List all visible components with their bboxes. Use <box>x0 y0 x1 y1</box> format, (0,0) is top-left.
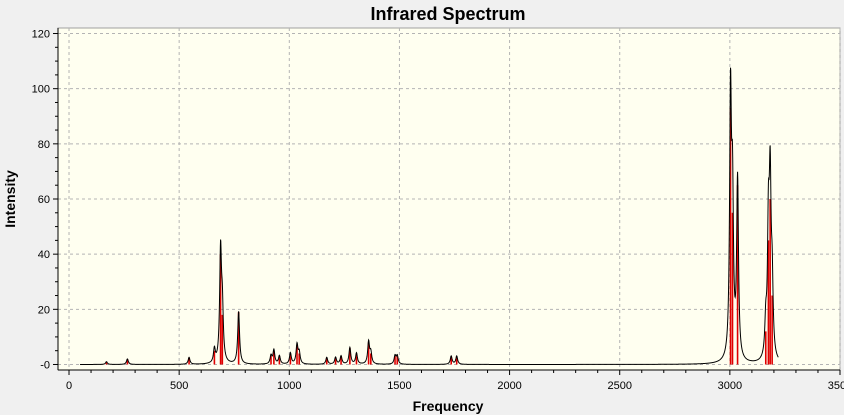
x-tick-label: 2000 <box>497 380 521 392</box>
y-axis-ticks: -0 20 40 60 80 100 120 <box>32 29 58 371</box>
x-tick-label: 3500 <box>828 380 844 392</box>
x-tick-label: 3000 <box>718 380 742 392</box>
chart-title: Infrared Spectrum <box>370 4 525 24</box>
stick-spectrum <box>105 107 773 365</box>
x-tick-label: 1500 <box>387 380 411 392</box>
spectrum-curve <box>80 67 779 365</box>
y-tick-label: 100 <box>32 84 50 96</box>
y-tick-label: 60 <box>38 194 50 206</box>
x-axis-ticks: 0 500 1000 1500 2000 2500 3000 3500 <box>66 370 844 392</box>
x-tick-label: 0 <box>66 380 72 392</box>
x-axis-label: Frequency <box>413 398 484 414</box>
x-tick-label: 1000 <box>277 380 301 392</box>
y-tick-label: 40 <box>38 249 50 261</box>
y-axis-label: Intensity <box>2 170 18 228</box>
y-tick-label: 20 <box>38 304 50 316</box>
x-tick-label: 2500 <box>607 380 631 392</box>
y-tick-label: -0 <box>40 359 50 371</box>
y-tick-label: 80 <box>38 139 50 151</box>
x-tick-label: 500 <box>170 380 188 392</box>
y-tick-label: 120 <box>32 29 50 41</box>
